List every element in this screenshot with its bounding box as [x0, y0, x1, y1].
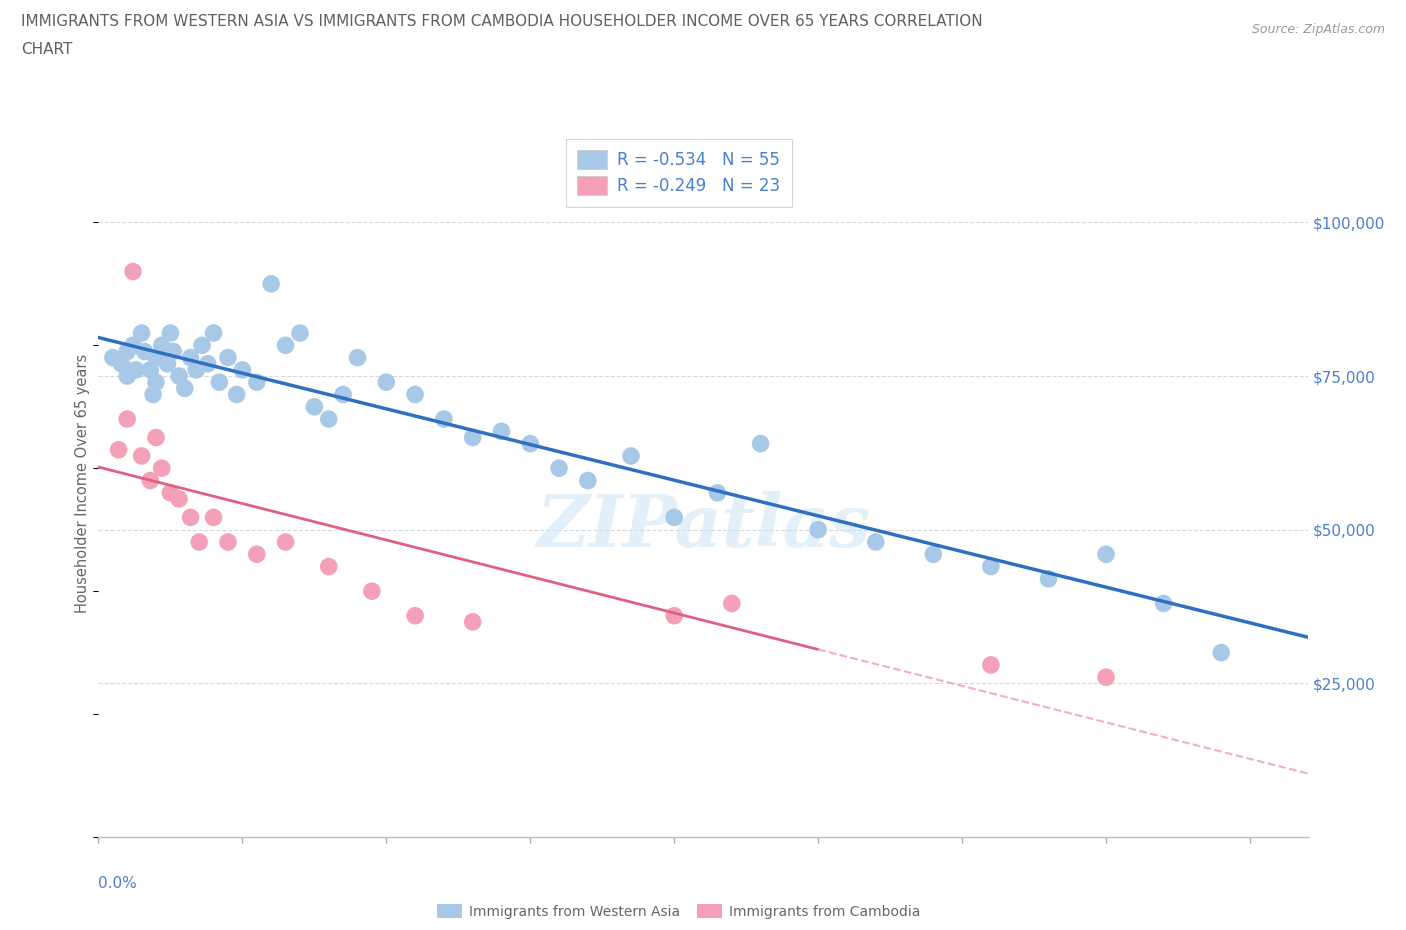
Point — [664, 608, 686, 623]
Text: 0.0%: 0.0% — [98, 876, 138, 891]
Point — [180, 351, 202, 365]
Point — [217, 535, 239, 550]
Point — [332, 387, 354, 402]
Point — [159, 326, 181, 340]
Point — [548, 460, 571, 475]
Point — [156, 356, 179, 371]
Point — [145, 351, 167, 365]
Point — [162, 344, 184, 359]
Point — [519, 436, 541, 451]
Point — [202, 510, 225, 525]
Point — [491, 424, 513, 439]
Point — [246, 547, 269, 562]
Point — [1095, 547, 1118, 562]
Point — [159, 485, 181, 500]
Point — [173, 381, 195, 396]
Point — [749, 436, 772, 451]
Point — [375, 375, 398, 390]
Point — [115, 344, 138, 359]
Point — [461, 615, 484, 630]
Point — [110, 356, 132, 371]
Point — [980, 559, 1002, 574]
Point — [125, 363, 148, 378]
Point — [134, 344, 156, 359]
Point — [260, 276, 283, 291]
Point — [225, 387, 247, 402]
Point — [186, 363, 208, 378]
Point — [433, 412, 456, 427]
Point — [217, 351, 239, 365]
Point — [288, 326, 311, 340]
Point — [167, 492, 190, 507]
Point — [145, 430, 167, 445]
Point — [191, 338, 214, 352]
Point — [101, 351, 124, 365]
Point — [404, 387, 426, 402]
Point — [197, 356, 219, 371]
Point — [274, 338, 297, 352]
Point — [150, 338, 173, 352]
Point — [115, 368, 138, 383]
Point — [576, 473, 599, 488]
Text: CHART: CHART — [21, 42, 73, 57]
Point — [720, 596, 742, 611]
Point — [208, 375, 231, 390]
Point — [274, 535, 297, 550]
Point — [180, 510, 202, 525]
Point — [231, 363, 253, 378]
Point — [115, 412, 138, 427]
Point — [150, 460, 173, 475]
Text: ZIPatlas: ZIPatlas — [536, 490, 870, 562]
Point — [167, 368, 190, 383]
Point — [346, 351, 368, 365]
Point — [664, 510, 686, 525]
Point — [1153, 596, 1175, 611]
Point — [246, 375, 269, 390]
Point — [620, 448, 643, 463]
Point — [404, 608, 426, 623]
Point — [139, 473, 162, 488]
Text: IMMIGRANTS FROM WESTERN ASIA VS IMMIGRANTS FROM CAMBODIA HOUSEHOLDER INCOME OVER: IMMIGRANTS FROM WESTERN ASIA VS IMMIGRAN… — [21, 14, 983, 29]
Point — [139, 363, 162, 378]
Point — [318, 559, 340, 574]
Point — [131, 326, 153, 340]
Point — [107, 443, 129, 458]
Point — [142, 387, 165, 402]
Point — [922, 547, 945, 562]
Point — [304, 399, 326, 414]
Point — [145, 375, 167, 390]
Legend: Immigrants from Western Asia, Immigrants from Cambodia: Immigrants from Western Asia, Immigrants… — [437, 904, 921, 919]
Point — [1038, 571, 1060, 586]
Point — [202, 326, 225, 340]
Point — [980, 658, 1002, 672]
Point — [122, 338, 145, 352]
Point — [1095, 670, 1118, 684]
Point — [188, 535, 211, 550]
Text: Source: ZipAtlas.com: Source: ZipAtlas.com — [1251, 23, 1385, 36]
Point — [706, 485, 728, 500]
Point — [361, 584, 384, 599]
Point — [865, 535, 887, 550]
Point — [461, 430, 484, 445]
Point — [1211, 645, 1233, 660]
Point — [318, 412, 340, 427]
Y-axis label: Householder Income Over 65 years: Householder Income Over 65 years — [75, 354, 90, 613]
Point — [807, 523, 830, 538]
Point — [122, 264, 145, 279]
Point — [131, 448, 153, 463]
